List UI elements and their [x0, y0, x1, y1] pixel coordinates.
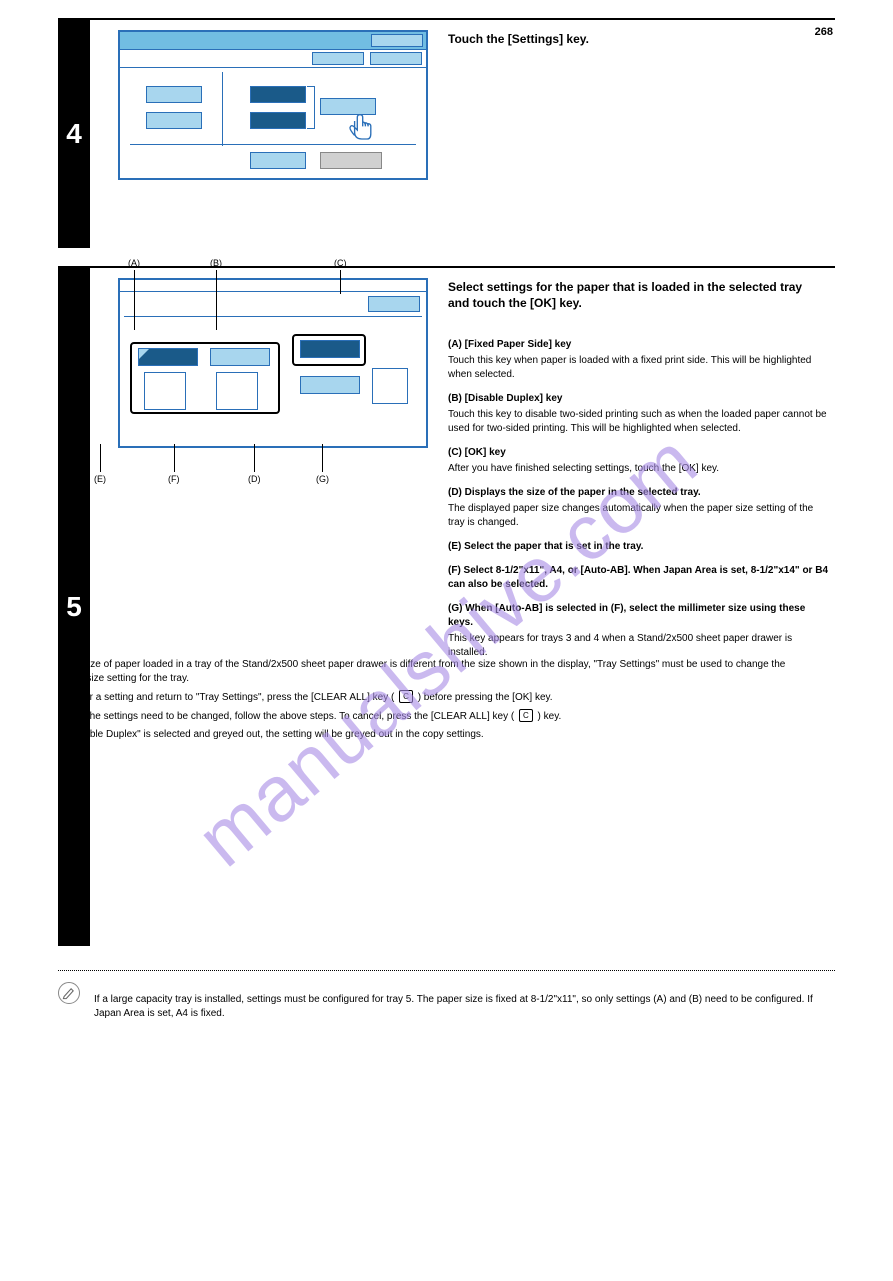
h-A: (A) [Fixed Paper Side] key — [448, 338, 828, 352]
square-3 — [372, 368, 408, 404]
panel4-body — [120, 68, 426, 178]
callout-G-line — [322, 444, 323, 472]
callout-B-line — [216, 270, 217, 330]
row1-btn-a[interactable] — [312, 52, 364, 65]
bullet-1b: ) before pressing the [OK] key. — [418, 692, 553, 703]
lbl-C: (C) — [334, 258, 347, 268]
card-disable[interactable] — [210, 348, 270, 366]
callout-C-line — [340, 270, 341, 294]
lbl-A: (A) — [128, 258, 140, 268]
bracket — [307, 86, 315, 129]
lbl-F: (F) — [168, 474, 180, 484]
bullet-2a: When the settings need to be changed, fo… — [58, 711, 517, 722]
panel5-ok-button[interactable] — [368, 296, 420, 312]
footnote-text: If a large capacity tray is installed, s… — [94, 981, 835, 1021]
callout-A-line — [134, 270, 135, 330]
square-1 — [144, 372, 186, 410]
clear-icon-1: C — [399, 690, 413, 703]
clear-icon-2: C — [519, 709, 533, 722]
step5-notes: If the size of paper loaded in a tray of… — [58, 498, 798, 746]
panel4-titlebar — [120, 32, 426, 50]
bullet-1a: To clear a setting and return to "Tray S… — [58, 692, 397, 703]
footnote-region: If a large capacity tray is installed, s… — [58, 970, 835, 1021]
callout-F-line — [174, 444, 175, 472]
h-C: (C) [OK] key — [448, 446, 828, 460]
lbl-G: (G) — [316, 474, 329, 484]
corner-icon — [139, 349, 149, 359]
note-1: If the size of paper loaded in a tray of… — [58, 659, 785, 684]
hand-cursor-icon — [342, 112, 378, 148]
step5-title: Select settings for the paper that is lo… — [448, 280, 818, 311]
p-A: Touch this key when paper is loaded with… — [448, 354, 828, 382]
row1-btn-b[interactable] — [370, 52, 422, 65]
card-size-2[interactable] — [300, 376, 360, 394]
panel4-sep — [130, 144, 416, 145]
p-B: Touch this key to disable two-sided prin… — [448, 408, 828, 436]
panel5-topbar — [120, 280, 426, 292]
callout-D-line — [254, 444, 255, 472]
card-fixed-side[interactable] — [138, 348, 198, 366]
note-icon — [58, 982, 80, 1004]
dotted-divider — [58, 970, 835, 971]
step-bar: 4 — [58, 20, 90, 248]
mid-btn-2[interactable] — [250, 112, 306, 129]
step-number-4: 4 — [66, 118, 82, 150]
section-step-5: 5 ( — [58, 266, 835, 946]
bullet-2b: ) key. — [538, 711, 562, 722]
back-btn[interactable] — [320, 152, 382, 169]
left-btn-1[interactable] — [146, 86, 202, 103]
h-B: (B) [Disable Duplex] key — [448, 392, 828, 406]
panel4-title-ok[interactable] — [371, 34, 423, 47]
panel5-line — [124, 316, 422, 317]
p-C: After you have finished selecting settin… — [448, 462, 828, 476]
step4-title: Touch the [Settings] key. — [448, 32, 589, 46]
close-btn[interactable] — [250, 152, 306, 169]
panel-step4 — [118, 30, 428, 180]
left-btn-2[interactable] — [146, 112, 202, 129]
lbl-D: (D) — [248, 474, 261, 484]
lbl-E: (E) — [94, 474, 106, 484]
note-2: If "Disable Duplex" is selected and grey… — [58, 728, 798, 742]
lbl-B: (B) — [210, 258, 222, 268]
panel4-row1 — [120, 50, 426, 68]
square-2 — [216, 372, 258, 410]
panel-step5 — [118, 278, 428, 448]
divider — [222, 72, 223, 146]
corner-icon — [211, 349, 221, 359]
mid-btn-1[interactable] — [250, 86, 306, 103]
section-step-4: 4 — [58, 18, 835, 248]
callout-E-line — [100, 444, 101, 472]
card-size-1[interactable] — [300, 340, 360, 358]
